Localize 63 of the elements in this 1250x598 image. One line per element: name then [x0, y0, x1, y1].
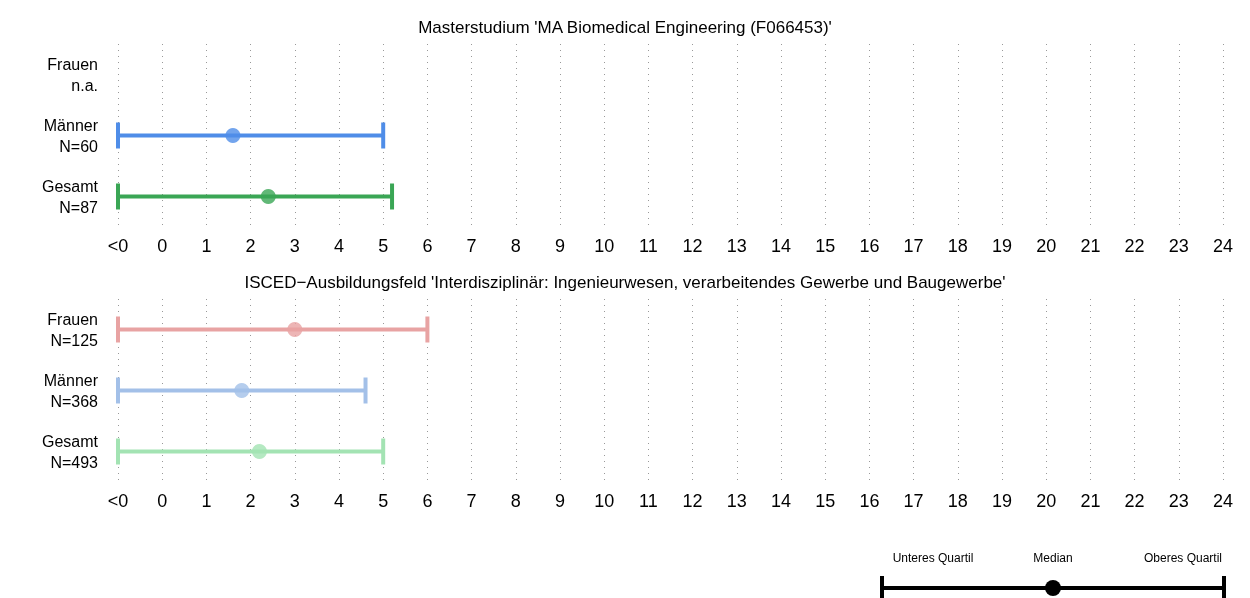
x-tick-label: 2 [245, 236, 256, 256]
x-tick-label: 5 [378, 491, 389, 511]
x-tick-label: 0 [157, 491, 168, 511]
x-tick-label: 11 [639, 236, 658, 256]
x-tick-label: 20 [1036, 236, 1057, 256]
x-tick-label: 14 [770, 491, 792, 511]
x-tick-label: 10 [594, 236, 615, 256]
x-tick-label: 4 [333, 491, 345, 511]
x-tick-label: 12 [682, 491, 703, 511]
x-tick-label: 19 [991, 491, 1013, 511]
x-tick-label: 22 [1124, 491, 1145, 511]
y-tick-label: Frauen n.a. [47, 55, 98, 94]
x-tick-label: 17 [903, 491, 924, 511]
x-tick-label: 23 [1168, 236, 1189, 256]
x-tick-label: 7 [466, 491, 477, 511]
x-tick-label: 22 [1124, 236, 1145, 256]
x-tick-label: 21 [1080, 491, 1101, 511]
x-tick-label: 21 [1080, 236, 1101, 256]
chart-title: ISCED−Ausbildungsfeld 'Interdisziplinär: Ingenieurwesen, verarbeitendes Gewerbe und Baugewerbe' [244, 273, 1006, 292]
x-tick-label: 1 [201, 491, 212, 511]
x-tick-label: 16 [859, 491, 880, 511]
x-tick-label: 0 [157, 236, 168, 256]
x-tick-label: 18 [947, 491, 968, 511]
x-tick-label: 16 [859, 236, 880, 256]
x-tick-label: 5 [378, 236, 389, 256]
x-tick-label: 9 [554, 236, 566, 256]
x-tick-label: <0 [107, 236, 129, 256]
x-tick-label: 24 [1212, 491, 1234, 511]
y-tick-label: Männer N=368 [43, 371, 99, 410]
category-label: Median [1033, 551, 1073, 565]
x-tick-label: 19 [991, 236, 1013, 256]
x-tick-label: 6 [422, 236, 433, 256]
x-tick-label: 24 [1212, 236, 1234, 256]
x-tick-label: 9 [554, 491, 566, 511]
x-tick-label: <0 [107, 491, 129, 511]
x-tick-label: 1 [201, 236, 212, 256]
y-tick-label: Männer N=60 [43, 116, 99, 155]
x-tick-label: 23 [1168, 491, 1189, 511]
x-tick-label: 3 [289, 236, 300, 256]
x-tick-label: 2 [245, 491, 256, 511]
x-tick-label: 17 [903, 236, 924, 256]
y-tick-label: Frauen N=125 [47, 310, 99, 349]
x-tick-label: 6 [422, 491, 433, 511]
x-tick-label: 7 [466, 236, 477, 256]
chart-title: Masterstudium 'MA Biomedical Engineering (F066453)' [418, 18, 832, 37]
x-tick-label: 4 [333, 236, 345, 256]
category-label: Unteres Quartil [892, 551, 974, 565]
x-tick-label: 13 [726, 491, 747, 511]
y-tick-label: Gesamt N=493 [41, 432, 99, 471]
x-tick-label: 8 [510, 236, 521, 256]
x-tick-label: 15 [815, 491, 836, 511]
x-tick-label: 15 [815, 236, 836, 256]
x-tick-label: 11 [639, 491, 658, 511]
x-tick-label: 10 [594, 491, 615, 511]
x-tick-label: 3 [289, 491, 300, 511]
x-tick-label: 18 [947, 236, 968, 256]
x-tick-label: 12 [682, 236, 703, 256]
x-tick-label: 14 [770, 236, 792, 256]
x-tick-label: 13 [726, 236, 747, 256]
x-tick-label: 20 [1036, 491, 1057, 511]
category-label: Oberes Quartil [1143, 551, 1223, 565]
x-tick-label: 8 [510, 491, 521, 511]
y-tick-label: Gesamt N=87 [41, 177, 99, 216]
